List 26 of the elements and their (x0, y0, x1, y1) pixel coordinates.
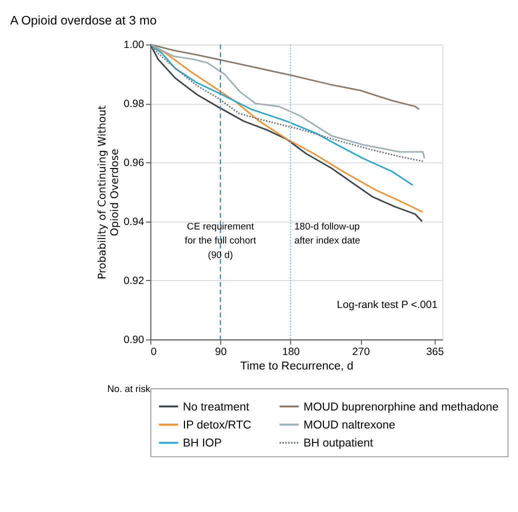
text: No. at risk (107, 384, 150, 396)
annotation: Log-rank test P <.001 (336, 298, 438, 311)
line-series (150, 44, 414, 186)
chart-title: A Opioid overdose at 3 mo (10, 13, 157, 28)
ref-line-label: 180-d follow-up after index date (294, 221, 360, 247)
y-tick-label: 0.94 (124, 216, 144, 228)
x-tick-label: 180 (282, 346, 300, 358)
y-axis-title: Probability of Continuing Without Opioid Overdose (96, 105, 121, 280)
x-tick-label: 0 (150, 346, 157, 358)
x-axis-title: Time to Recurrence, d (240, 360, 354, 373)
y-tick-label: 0.96 (124, 156, 144, 169)
y-tick-label: 1.00 (124, 38, 144, 51)
line-series (150, 44, 420, 110)
x-tick-label: 90 (215, 346, 227, 358)
legend-label: BH outpatient (304, 438, 374, 450)
x-tick-label: 365 (426, 346, 444, 358)
y-tick-label: 0.98 (124, 98, 144, 110)
legend-label: IP detox/RTC (182, 419, 252, 432)
ref-line-label: CE requirement for the full cohort (90 d) (184, 221, 256, 262)
y-tick-label: 0.90 (124, 334, 144, 346)
legend-label: BH IOP (182, 438, 222, 450)
x-tick-label: 270 (352, 346, 370, 358)
legend-label: MOUD naltrexone (304, 419, 396, 432)
y-tick-label: 0.92 (124, 274, 144, 287)
legend-label: MOUD buprenorphine and methadone (304, 401, 499, 414)
legend-label: No treatment (182, 401, 250, 414)
